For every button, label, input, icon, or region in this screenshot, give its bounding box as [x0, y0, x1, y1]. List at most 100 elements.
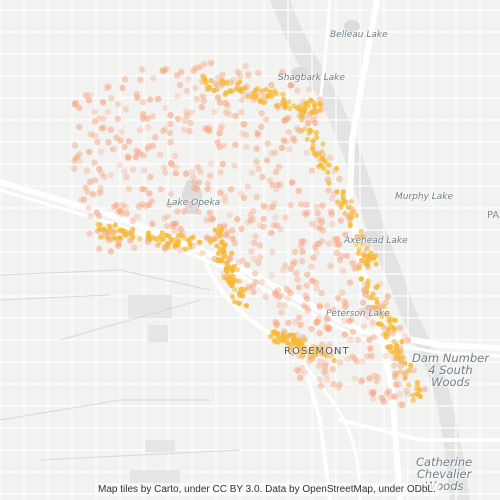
- point-dense: [319, 156, 325, 162]
- point-dense: [214, 87, 220, 93]
- point: [269, 203, 276, 211]
- point: [139, 151, 146, 159]
- point: [199, 249, 206, 257]
- point: [336, 359, 344, 366]
- label-belleau-lake: Belleau Lake: [330, 30, 388, 40]
- point-dense: [301, 106, 308, 112]
- point-dense: [280, 101, 286, 107]
- point: [86, 148, 93, 156]
- point: [115, 242, 122, 249]
- point-dense: [340, 189, 346, 195]
- point-dense: [98, 234, 104, 240]
- point: [241, 121, 248, 128]
- point: [167, 139, 174, 146]
- point-dense: [219, 258, 225, 264]
- point: [129, 166, 137, 173]
- point: [258, 123, 265, 130]
- point: [302, 211, 309, 218]
- point: [318, 237, 326, 245]
- point-dense: [368, 250, 374, 256]
- point: [303, 149, 310, 156]
- point: [150, 75, 157, 82]
- point-dense: [232, 286, 238, 292]
- point: [367, 388, 375, 396]
- point-dense: [309, 353, 315, 359]
- point: [86, 178, 94, 185]
- point: [335, 384, 342, 391]
- point-dense: [234, 267, 241, 273]
- point-dense: [275, 330, 281, 337]
- point-dense: [130, 226, 136, 232]
- point: [117, 207, 124, 214]
- point-dense: [288, 345, 295, 351]
- point: [272, 214, 279, 221]
- point-dense: [414, 382, 420, 388]
- point-dense: [182, 246, 188, 252]
- point-dense: [254, 85, 261, 91]
- point-dense: [366, 294, 373, 301]
- point: [215, 74, 222, 81]
- point: [306, 358, 313, 365]
- point: [84, 188, 92, 195]
- point: [293, 366, 300, 373]
- point: [139, 99, 147, 106]
- point: [262, 116, 270, 123]
- point-dense: [314, 351, 320, 357]
- point: [110, 146, 117, 153]
- point: [317, 358, 324, 365]
- point: [291, 318, 299, 326]
- point-dense: [414, 386, 420, 392]
- point: [313, 285, 320, 292]
- point: [154, 95, 162, 103]
- point: [149, 220, 156, 228]
- point-dense: [137, 236, 143, 242]
- point: [207, 160, 214, 167]
- point: [80, 196, 88, 203]
- point-dense: [185, 237, 191, 243]
- point: [410, 367, 417, 374]
- point: [333, 348, 340, 355]
- point: [183, 170, 190, 177]
- point: [368, 352, 375, 359]
- point: [111, 203, 118, 210]
- point: [216, 130, 223, 137]
- point: [380, 398, 387, 405]
- point: [327, 208, 335, 215]
- point: [181, 126, 188, 133]
- point-dense: [400, 354, 406, 360]
- point: [321, 367, 329, 374]
- point: [184, 112, 191, 119]
- point: [160, 127, 167, 135]
- point: [201, 60, 208, 68]
- point-dense: [364, 246, 370, 252]
- point: [313, 203, 320, 211]
- point: [272, 168, 280, 176]
- point: [339, 267, 347, 274]
- point: [251, 239, 258, 246]
- point: [294, 87, 301, 94]
- point-dense: [307, 348, 313, 354]
- point: [399, 401, 406, 409]
- point: [305, 120, 312, 127]
- point: [231, 240, 239, 247]
- point: [272, 318, 279, 326]
- point-dense: [310, 143, 316, 149]
- point: [336, 256, 344, 264]
- point: [147, 173, 154, 181]
- point: [122, 106, 130, 113]
- point: [191, 184, 198, 192]
- label-murphy-lake: Murphy Lake: [395, 192, 454, 202]
- point: [238, 96, 245, 104]
- point-dense: [172, 244, 178, 250]
- point: [202, 125, 209, 132]
- point-dense: [227, 88, 233, 94]
- point: [303, 295, 311, 303]
- point: [345, 318, 353, 325]
- point-dense: [229, 268, 235, 274]
- point: [256, 222, 263, 229]
- point-dense: [267, 89, 273, 95]
- point-dense: [97, 222, 103, 228]
- point: [200, 97, 208, 105]
- point-dense: [379, 310, 385, 316]
